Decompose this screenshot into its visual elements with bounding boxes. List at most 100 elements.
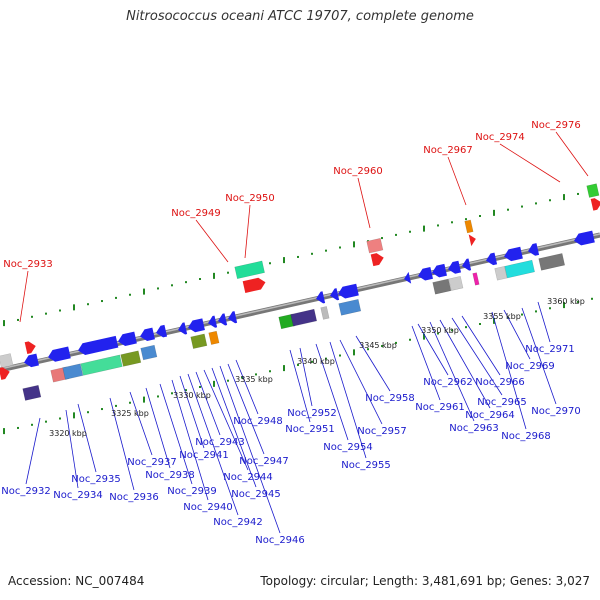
gene-feature bbox=[418, 267, 433, 281]
gene-feature bbox=[338, 298, 362, 316]
gene-label-noc_2939: Noc_2939 bbox=[167, 486, 217, 497]
tick-mark bbox=[311, 360, 313, 363]
accession-text: Accession: NC_007484 bbox=[8, 574, 145, 588]
tick-mark bbox=[227, 271, 229, 274]
tick-mark bbox=[451, 221, 453, 224]
leader-line bbox=[244, 204, 251, 259]
gene-feature bbox=[590, 198, 600, 211]
gene-feature bbox=[574, 230, 595, 246]
tick-mark bbox=[381, 345, 383, 348]
gene-label-noc_2960: Noc_2960 bbox=[333, 166, 383, 177]
leader-line bbox=[145, 387, 171, 469]
tick-mark bbox=[381, 237, 383, 240]
tick-mark bbox=[3, 320, 5, 327]
tick-mark bbox=[199, 386, 201, 388]
gene-feature bbox=[432, 278, 452, 295]
tick-mark bbox=[465, 326, 467, 329]
gene-label-noc_2936: Noc_2936 bbox=[109, 492, 159, 503]
leader-line bbox=[235, 359, 259, 415]
gene-feature bbox=[178, 322, 188, 335]
tick-mark bbox=[283, 257, 285, 264]
tick-mark bbox=[563, 302, 565, 309]
tick-mark bbox=[241, 376, 243, 379]
gene-label-noc_2955: Noc_2955 bbox=[341, 460, 391, 471]
gene-label-noc_2966: Noc_2966 bbox=[475, 377, 525, 388]
tick-mark bbox=[577, 300, 579, 303]
tick-mark bbox=[549, 307, 551, 310]
tick-mark bbox=[101, 300, 103, 303]
gene-label-noc_2938: Noc_2938 bbox=[145, 470, 195, 481]
gene-feature bbox=[486, 252, 498, 266]
tick-mark bbox=[73, 412, 75, 419]
scale-label: 3355 kbp bbox=[483, 312, 521, 321]
gene-labels: Noc_2933 Noc_2949 Noc_2950 Noc_2960 Noc_2967… bbox=[1, 120, 589, 546]
gene-label-noc_2949: Noc_2949 bbox=[171, 208, 221, 219]
gene-label-noc_2952: Noc_2952 bbox=[287, 408, 337, 419]
leader-line bbox=[429, 321, 475, 422]
scale-label: 3360 kbp bbox=[547, 297, 585, 306]
gene-label-noc_2948: Noc_2948 bbox=[233, 416, 283, 427]
tick-mark bbox=[507, 208, 509, 211]
tick-mark bbox=[311, 252, 313, 255]
scale-label: 3335 kbp bbox=[235, 375, 273, 384]
gene-feature bbox=[80, 354, 123, 376]
gene-feature bbox=[290, 308, 318, 327]
leader-line bbox=[461, 315, 501, 376]
tick-mark bbox=[493, 317, 495, 324]
tick-mark bbox=[185, 389, 187, 392]
tick-mark bbox=[521, 205, 523, 208]
leader-line bbox=[25, 417, 41, 485]
gene-label-noc_2954: Noc_2954 bbox=[323, 442, 373, 453]
gene-feature bbox=[316, 291, 326, 304]
tick-mark bbox=[269, 262, 271, 265]
gene-feature bbox=[448, 275, 464, 291]
tick-mark bbox=[535, 310, 537, 313]
scale-labels: 3320 kbp 3325 kbp 3330 kbp 3335 kbp 3340 kbp… bbox=[49, 297, 585, 438]
gene-label-noc_2946: Noc_2946 bbox=[255, 535, 305, 546]
gene-label-noc_2944: Noc_2944 bbox=[223, 472, 273, 483]
tick-mark bbox=[549, 199, 551, 202]
gene-feature bbox=[366, 237, 384, 254]
scale-label: 3340 kbp bbox=[297, 357, 335, 366]
gene-label-noc_2933: Noc_2933 bbox=[3, 259, 53, 270]
tick-mark bbox=[535, 202, 537, 205]
tick-mark bbox=[213, 380, 215, 387]
gene-feature bbox=[528, 243, 540, 256]
leader-line bbox=[537, 301, 551, 343]
tick-mark bbox=[31, 315, 33, 318]
tick-mark bbox=[451, 329, 453, 332]
tick-mark bbox=[325, 357, 327, 360]
gene-feature bbox=[472, 272, 480, 286]
gene-feature bbox=[404, 271, 412, 284]
gene-label-noc_2976: Noc_2976 bbox=[531, 120, 581, 131]
gene-feature bbox=[234, 260, 265, 280]
gene-label-noc_2951: Noc_2951 bbox=[285, 424, 335, 435]
gene-feature bbox=[120, 350, 142, 367]
tick-mark bbox=[395, 341, 397, 344]
leader-line bbox=[329, 341, 367, 459]
tick-mark bbox=[199, 278, 201, 280]
gene-feature bbox=[494, 266, 508, 281]
leader-line bbox=[439, 319, 491, 409]
leader-line bbox=[187, 373, 239, 516]
leader-line bbox=[171, 379, 209, 501]
gene-feature bbox=[462, 258, 472, 271]
leader-line bbox=[289, 349, 311, 423]
leader-line bbox=[555, 131, 589, 177]
tick-mark bbox=[213, 272, 215, 279]
gene-feature bbox=[504, 259, 535, 279]
scale-label: 3325 kbp bbox=[111, 409, 149, 418]
gene-label-noc_2943: Noc_2943 bbox=[195, 437, 245, 448]
tick-mark bbox=[423, 225, 425, 232]
tick-mark bbox=[395, 233, 397, 236]
gene-feature bbox=[468, 234, 476, 247]
gene-feature bbox=[156, 324, 168, 338]
tick-mark bbox=[437, 332, 439, 335]
tick-mark bbox=[171, 284, 173, 287]
leader-line bbox=[299, 347, 313, 407]
gene-feature bbox=[432, 263, 447, 278]
leader-line bbox=[447, 156, 467, 206]
gene-label-noc_2941: Noc_2941 bbox=[179, 450, 229, 461]
leader-line bbox=[451, 317, 503, 396]
leader-line bbox=[195, 219, 229, 263]
